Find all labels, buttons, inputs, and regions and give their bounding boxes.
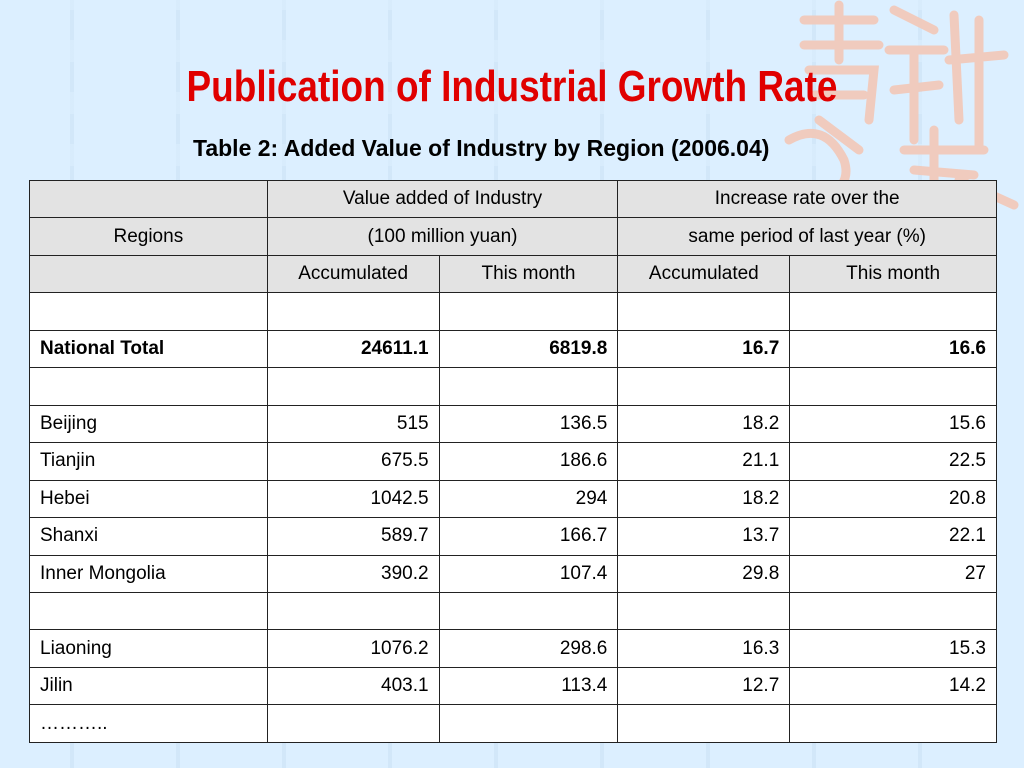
va-accumulated: 403.1 [266,666,440,706]
header-row-3: Accumulated This month Accumulated This … [29,254,997,294]
va-this-month: 166.7 [438,517,619,556]
header-value-added-line1: Value added of Industry [266,179,619,219]
va-this-month: 6819.8 [438,329,619,369]
va-this-month: 294 [438,479,619,519]
rate-accumulated: 13.7 [617,517,791,556]
header-rate-accumulated: Accumulated [617,254,791,294]
va-this-month: 186.6 [438,442,619,481]
rate-accumulated: 18.2 [617,404,791,444]
va-this-month: 298.6 [438,629,619,668]
va-accumulated: 515 [266,404,440,444]
spacer-row [29,292,997,331]
header-increase-line1: Increase rate over the [617,179,997,219]
va-accumulated: 390.2 [266,554,440,593]
rate-this-month: 22.5 [789,442,997,481]
region-name: Jilin [29,666,268,706]
va-accumulated: 675.5 [266,442,440,481]
rate-this-month: 16.6 [789,329,997,369]
va-this-month: 113.4 [438,666,619,706]
region-name: Tianjin [29,442,268,481]
spacer-row [29,591,997,631]
va-this-month: 136.5 [438,404,619,444]
ellipsis-cell: ……….. [29,704,268,743]
rate-this-month: 27 [789,554,997,593]
header-value-added-line2: (100 million yuan) [266,217,619,256]
table-row: Inner Mongolia 390.2 107.4 29.8 27 [29,554,997,593]
table-row: Beijing 515 136.5 18.2 15.6 [29,404,997,444]
region-name: Beijing [29,404,268,444]
va-accumulated: 1076.2 [266,629,440,668]
table-row: Jilin 403.1 113.4 12.7 14.2 [29,666,997,706]
rate-accumulated: 18.2 [617,479,791,519]
region-name: Inner Mongolia [29,554,268,593]
table-row: Tianjin 675.5 186.6 21.1 22.5 [29,442,997,481]
header-regions: Regions [29,217,268,256]
rate-this-month: 14.2 [789,666,997,706]
industry-table: Value added of Industry Increase rate ov… [29,179,997,743]
header-row-2: Regions (100 million yuan) same period o… [29,217,997,256]
va-this-month: 107.4 [438,554,619,593]
rate-accumulated: 16.3 [617,629,791,668]
table-caption: Table 2: Added Value of Industry by Regi… [193,135,770,161]
header-blank-cell [29,254,268,294]
rate-this-month: 15.6 [789,404,997,444]
va-accumulated: 1042.5 [266,479,440,519]
rate-accumulated: 29.8 [617,554,791,593]
national-total-row: National Total 24611.1 6819.8 16.7 16.6 [29,329,997,369]
header-rate-this-month: This month [789,254,997,294]
header-row-1: Value added of Industry Increase rate ov… [29,179,997,219]
region-name: Shanxi [29,517,268,556]
va-accumulated: 589.7 [266,517,440,556]
rate-accumulated: 12.7 [617,666,791,706]
rate-accumulated: 21.1 [617,442,791,481]
rate-this-month: 15.3 [789,629,997,668]
header-va-this-month: This month [438,254,619,294]
table-row: ……….. [29,704,997,743]
table-row: Shanxi 589.7 166.7 13.7 22.1 [29,517,997,556]
table-row: Hebei 1042.5 294 18.2 20.8 [29,479,997,519]
header-increase-line2: same period of last year (%) [617,217,997,256]
rate-accumulated: 16.7 [617,329,791,369]
table-row: Liaoning 1076.2 298.6 16.3 15.3 [29,629,997,668]
header-va-accumulated: Accumulated [266,254,440,294]
rate-this-month: 20.8 [789,479,997,519]
va-accumulated: 24611.1 [266,329,440,369]
header-blank-cell [29,179,268,219]
page-title: Publication of Industrial Growth Rate [186,62,838,111]
region-name: Liaoning [29,629,268,668]
spacer-row [29,367,997,406]
region-name: National Total [29,329,268,369]
region-name: Hebei [29,479,268,519]
rate-this-month: 22.1 [789,517,997,556]
